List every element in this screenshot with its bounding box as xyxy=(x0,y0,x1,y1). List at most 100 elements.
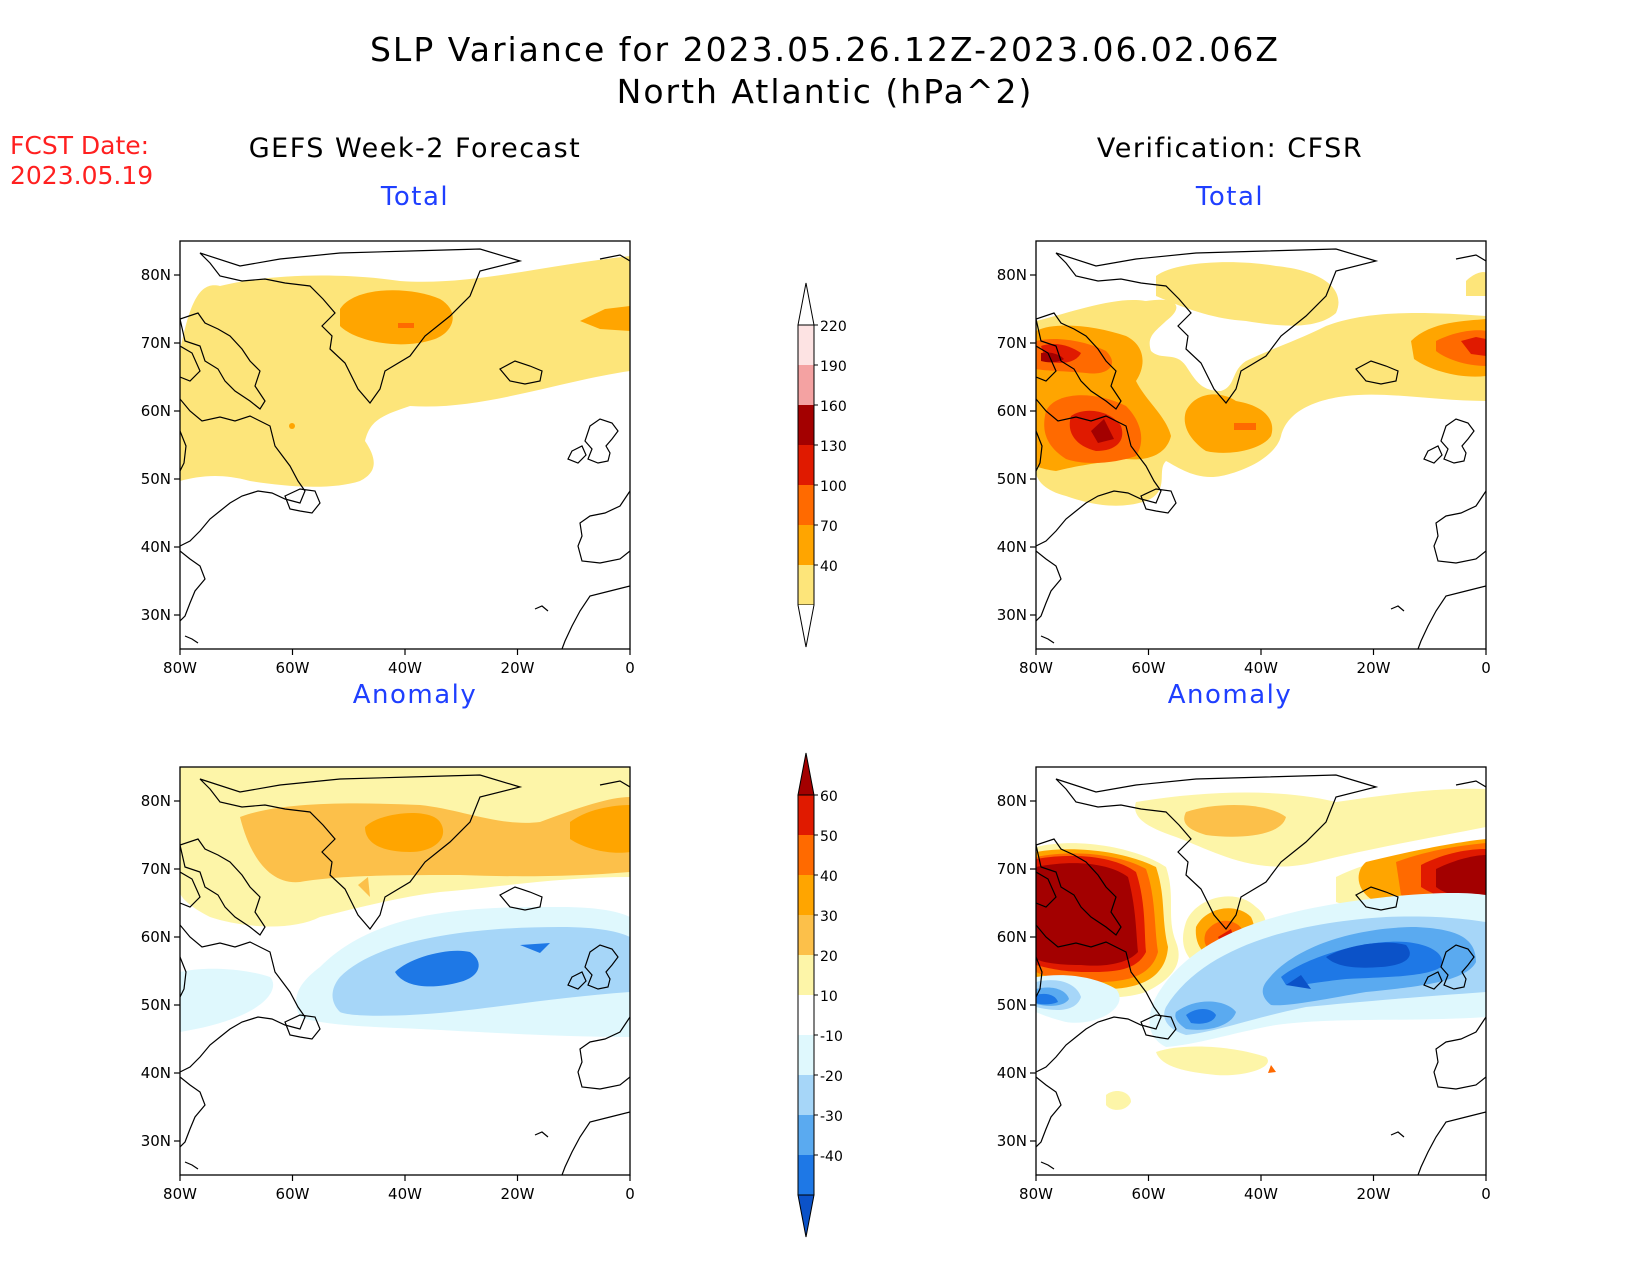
lon-tick-label: 40W xyxy=(1244,659,1278,677)
colorbar-anomaly-label: 20 xyxy=(820,949,838,965)
colorbar-anomaly-label: 40 xyxy=(820,869,838,885)
colorbar-total-label: 40 xyxy=(820,559,838,575)
lon-tick-label: 60W xyxy=(276,659,310,677)
colorbar-total-swatch xyxy=(798,405,814,445)
lon-tick-label: 0 xyxy=(1481,1185,1491,1203)
lat-tick-label: 60N xyxy=(141,928,171,946)
colorbar-anomaly-swatch xyxy=(798,1075,814,1115)
axes-verification-total: 80N 70N 60N 50N 40N 30N 80W 60W 40W 20W 0 xyxy=(997,266,1491,677)
lat-tick-label: 30N xyxy=(141,1132,171,1150)
lat-tick-label: 40N xyxy=(141,1064,171,1082)
lon-tick-label: 40W xyxy=(1244,1185,1278,1203)
axes-forecast-anomaly: 80N 70N 60N 50N 40N 30N 80W 60W 40W 20W 0 xyxy=(141,792,635,1203)
lon-tick-label: 40W xyxy=(388,659,422,677)
lon-tick-label: 80W xyxy=(163,659,197,677)
colorbar-anomaly-swatch xyxy=(798,795,814,835)
colorbar-anomaly-label: -30 xyxy=(820,1109,843,1125)
lat-tick-label: 50N xyxy=(141,470,171,488)
lon-tick-label: 0 xyxy=(625,1185,635,1203)
colorbar-total-swatch xyxy=(798,525,814,565)
colorbar-anomaly-label: -10 xyxy=(820,1029,843,1045)
colorbar-anomaly-label: 10 xyxy=(820,989,838,1005)
axes-verification-anomaly: 80N 70N 60N 50N 40N 30N 80W 60W 40W 20W 0 xyxy=(997,792,1491,1203)
colorbar-total-label: 220 xyxy=(820,319,847,335)
colorbar-anomaly-swatch xyxy=(798,1155,814,1195)
colorbar-total-swatch xyxy=(798,365,814,405)
lat-tick-label: 60N xyxy=(141,402,171,420)
lat-tick-label: 70N xyxy=(141,334,171,352)
lat-tick-label: 80N xyxy=(997,792,1027,810)
lon-tick-label: 60W xyxy=(276,1185,310,1203)
colorbar-anomaly-label: -20 xyxy=(820,1069,843,1085)
lat-tick-label: 50N xyxy=(997,996,1027,1014)
colorbar-anomaly-label: 30 xyxy=(820,909,838,925)
lat-tick-label: 40N xyxy=(997,538,1027,556)
lon-tick-label: 0 xyxy=(625,659,635,677)
lat-tick-label: 80N xyxy=(141,266,171,284)
main-subtitle: North Atlantic (hPa^2) xyxy=(616,72,1034,111)
lat-tick-label: 60N xyxy=(997,402,1027,420)
lon-tick-label: 60W xyxy=(1132,1185,1166,1203)
lat-tick-label: 40N xyxy=(141,538,171,556)
colorbar-anomaly-swatch xyxy=(798,955,814,995)
lon-tick-label: 60W xyxy=(1132,659,1166,677)
subtitle-total-verification: Total xyxy=(1195,182,1265,212)
panel-forecast-anomaly xyxy=(179,766,631,1176)
lon-tick-label: 80W xyxy=(1019,1185,1053,1203)
panel-verification-total xyxy=(1035,240,1487,650)
subtitle-anomaly-verification: Anomaly xyxy=(1167,680,1293,710)
colorbar-anomaly-swatch xyxy=(798,915,814,955)
lat-tick-label: 50N xyxy=(997,470,1027,488)
colorbar-anomaly-label: 60 xyxy=(820,789,838,805)
lon-tick-label: 80W xyxy=(1019,659,1053,677)
colorbar-total-swatch xyxy=(798,445,814,485)
main-title: SLP Variance for 2023.05.26.12Z-2023.06.… xyxy=(369,30,1281,69)
colorbar-anomaly-swatch xyxy=(798,875,814,915)
lat-tick-label: 50N xyxy=(141,996,171,1014)
lat-tick-label: 30N xyxy=(141,606,171,624)
panel-verification-anomaly xyxy=(1035,766,1487,1176)
colorbar-total: 220 190 160 130 100 70 40 xyxy=(797,282,847,648)
colorbar-anomaly-lower-arrow xyxy=(797,1194,815,1238)
colorbar-anomaly-label: -40 xyxy=(820,1149,843,1165)
forecast-column-header: GEFS Week-2 Forecast xyxy=(248,133,582,164)
colorbar-total-swatch xyxy=(798,485,814,525)
colorbar-total-label: 160 xyxy=(820,399,847,415)
lat-tick-label: 40N xyxy=(997,1064,1027,1082)
lat-tick-label: 70N xyxy=(997,860,1027,878)
lat-tick-label: 30N xyxy=(997,606,1027,624)
colorbar-total-upper-arrow xyxy=(797,282,815,326)
lat-tick-label: 80N xyxy=(997,266,1027,284)
colorbar-anomaly-swatch xyxy=(798,835,814,875)
colorbar-total-label: 190 xyxy=(820,359,847,375)
fcst-date-value: 2023.05.19 xyxy=(10,161,154,190)
fcst-date-label: FCST Date: xyxy=(10,131,150,160)
lat-tick-label: 60N xyxy=(997,928,1027,946)
lat-tick-label: 70N xyxy=(997,334,1027,352)
lon-tick-label: 20W xyxy=(1357,1185,1391,1203)
verification-column-header: Verification: CFSR xyxy=(1096,133,1364,164)
colorbar-total-lower-arrow xyxy=(797,604,815,648)
lon-tick-label: 80W xyxy=(163,1185,197,1203)
colorbar-total-swatch xyxy=(798,325,814,365)
lon-tick-label: 0 xyxy=(1481,659,1491,677)
colorbar-anomaly: 60 50 40 30 20 10 -10 -20 -30 -40 xyxy=(797,752,843,1238)
lon-tick-label: 20W xyxy=(501,659,535,677)
colorbar-total-swatch xyxy=(798,565,814,605)
colorbar-total-label: 100 xyxy=(820,479,847,495)
colorbar-anomaly-upper-arrow xyxy=(797,752,815,796)
lon-tick-label: 20W xyxy=(1357,659,1391,677)
colorbar-anomaly-swatch xyxy=(798,1115,814,1155)
axes-forecast-total: 80N 70N 60N 50N 40N 30N 80W 60W 40W 20W 0 xyxy=(141,266,635,677)
lat-tick-label: 30N xyxy=(997,1132,1027,1150)
subtitle-total-forecast: Total xyxy=(380,182,450,212)
panel-forecast-total xyxy=(179,240,631,650)
colorbar-anomaly-swatch xyxy=(798,1035,814,1075)
colorbar-anomaly-label: 50 xyxy=(820,829,838,845)
subtitle-anomaly-forecast: Anomaly xyxy=(352,680,478,710)
colorbar-anomaly-swatch xyxy=(798,995,814,1035)
lon-tick-label: 20W xyxy=(501,1185,535,1203)
colorbar-total-label: 70 xyxy=(820,519,838,535)
lon-tick-label: 40W xyxy=(388,1185,422,1203)
